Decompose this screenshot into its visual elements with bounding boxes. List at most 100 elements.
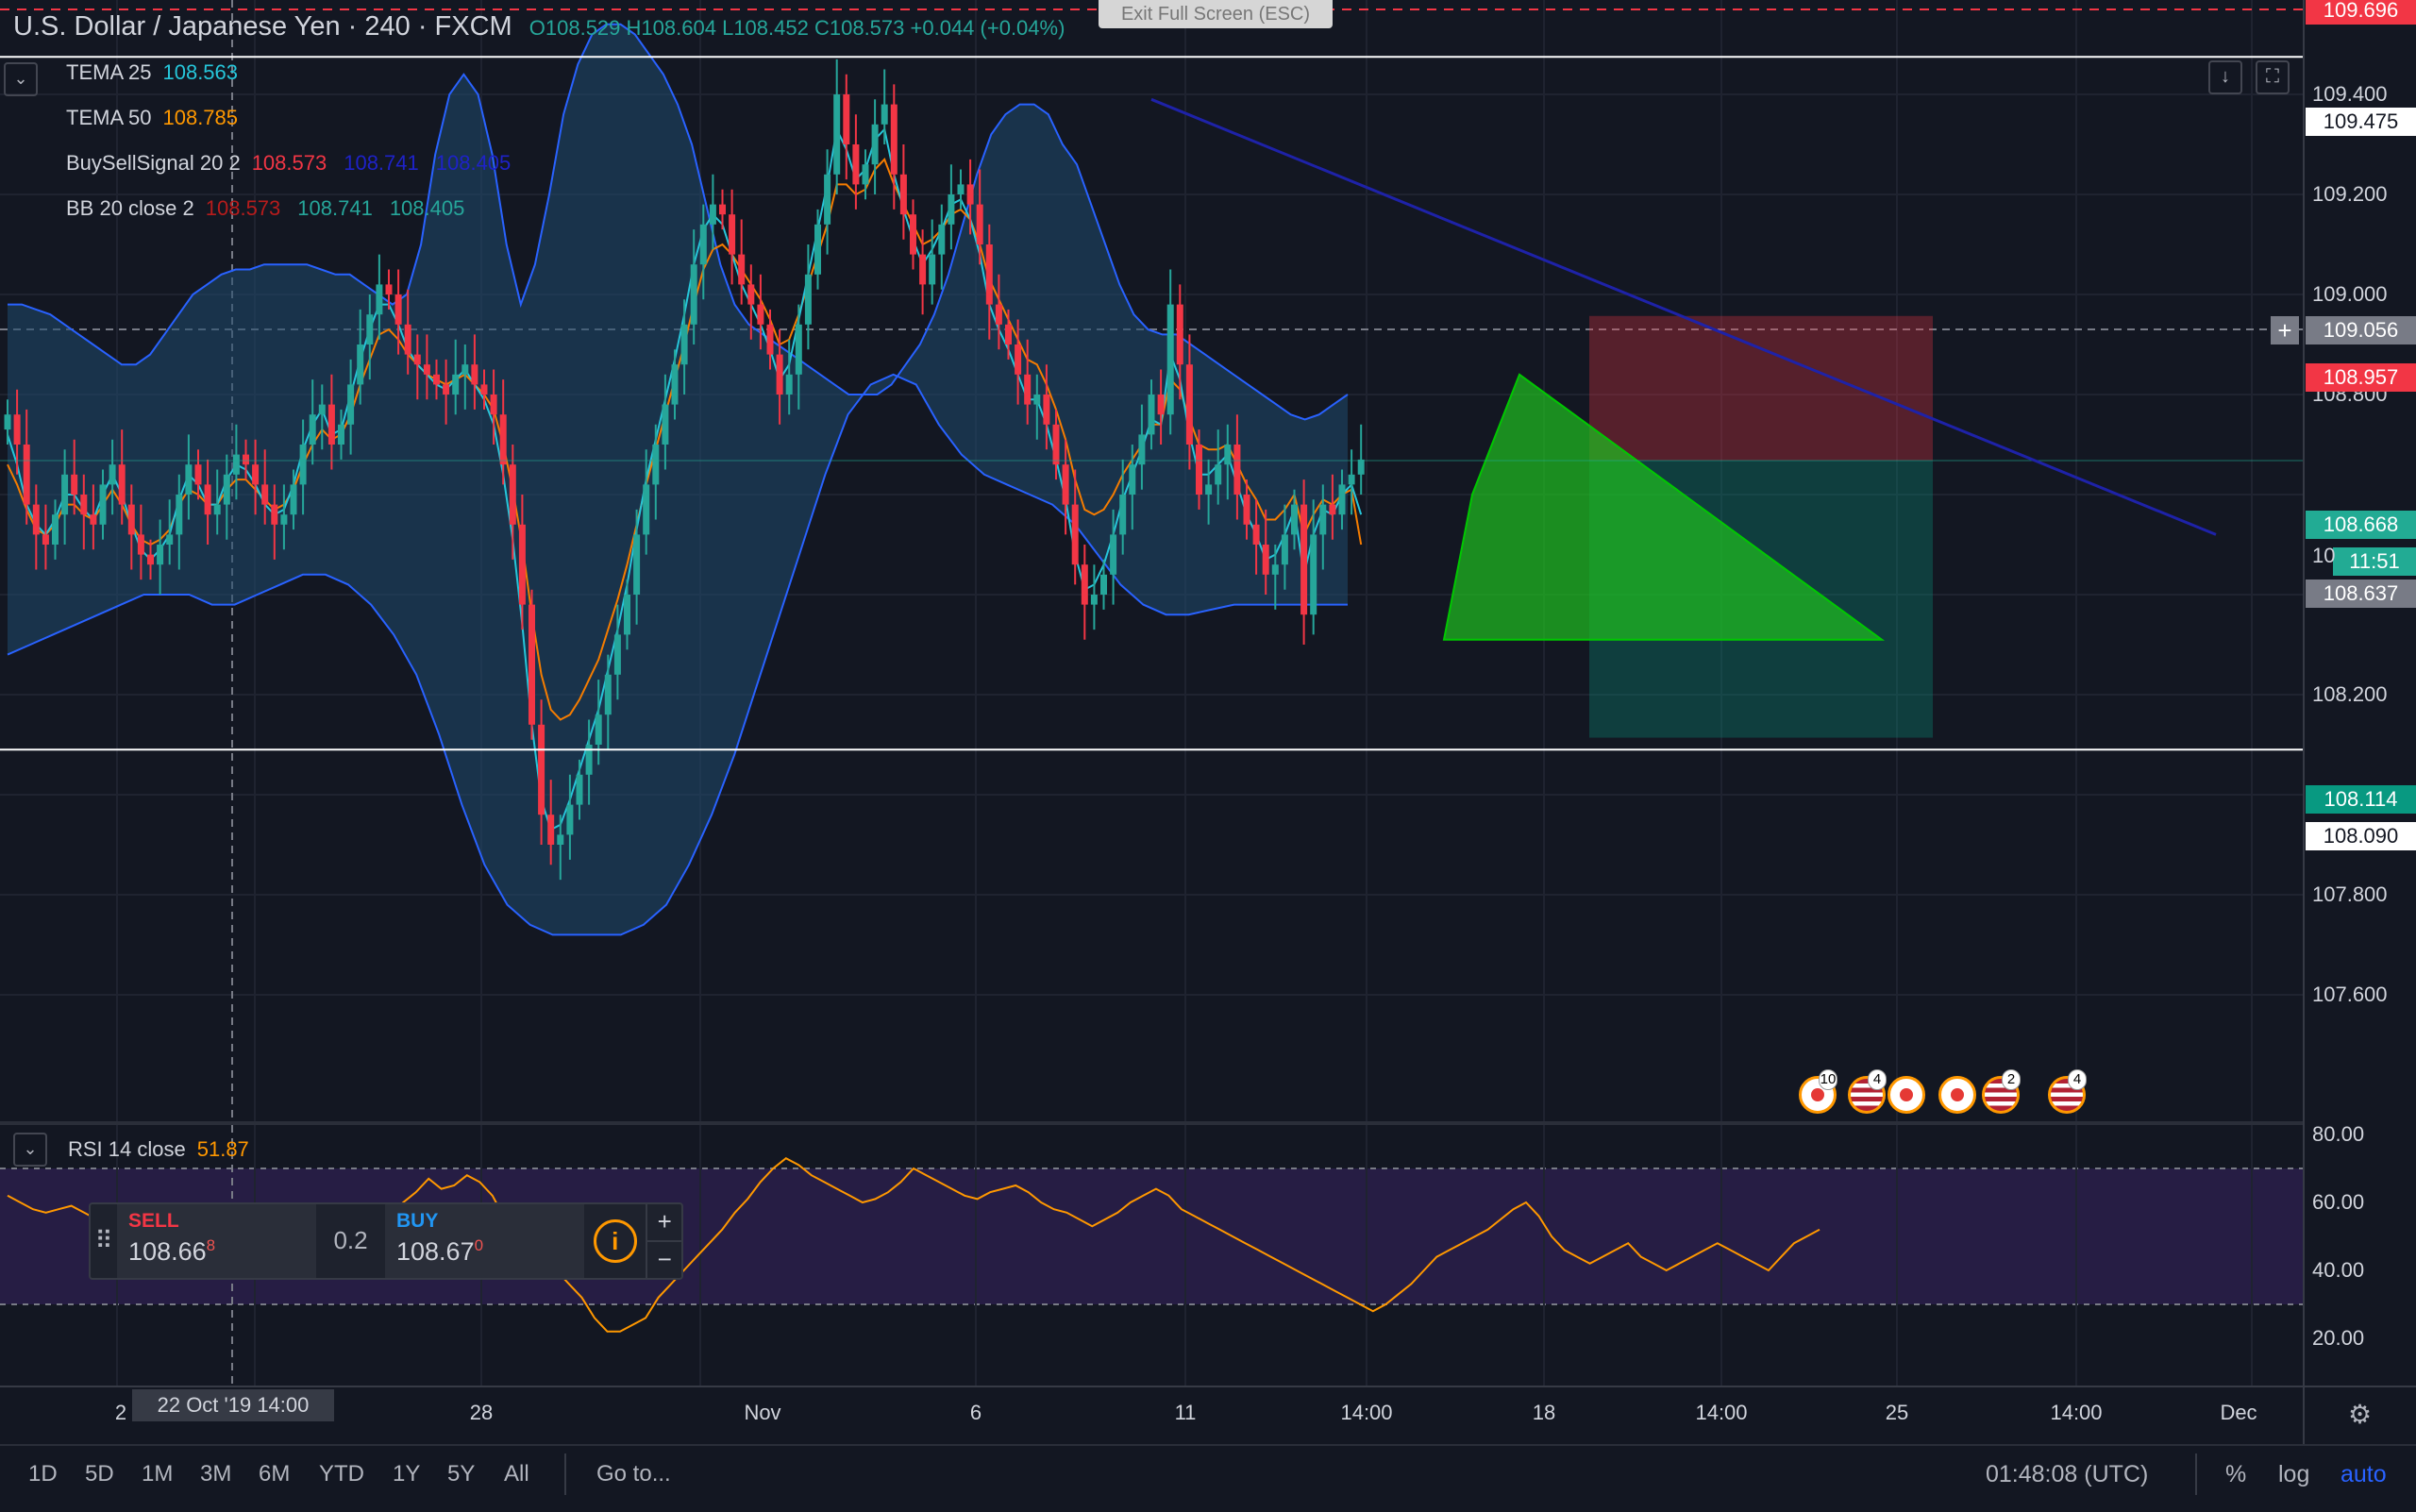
- candle-body: [423, 364, 430, 375]
- event-marker-us[interactable]: 4: [2048, 1069, 2087, 1114]
- toolbar-divider: [564, 1453, 566, 1495]
- drag-handle[interactable]: ⠿: [94, 1226, 113, 1254]
- candle-body: [795, 324, 802, 375]
- range-button-3m[interactable]: 3M: [200, 1461, 232, 1487]
- event-marker-jp[interactable]: [1938, 1076, 1976, 1114]
- rsi-tick: 20.00: [2312, 1326, 2365, 1350]
- candle-body: [1338, 484, 1346, 515]
- price-tick: 109.200: [2312, 182, 2388, 206]
- indicator-row[interactable]: BB 20 close 2 108.573 108.741 108.405: [13, 186, 1065, 231]
- legend-collapse-button[interactable]: ⌄: [4, 62, 38, 96]
- candle-body: [261, 484, 269, 505]
- candle-body: [881, 104, 888, 125]
- down-arrow-icon: ↓: [2221, 66, 2230, 87]
- info-button[interactable]: i: [584, 1204, 646, 1278]
- add-alert-button[interactable]: +: [2271, 316, 2299, 344]
- candle-body: [1357, 459, 1365, 475]
- percent-toggle[interactable]: %: [2225, 1461, 2247, 1487]
- candle-body: [394, 294, 402, 325]
- event-marker-us[interactable]: 4: [1848, 1069, 1887, 1114]
- candle-body: [176, 495, 183, 535]
- auto-toggle[interactable]: auto: [2340, 1461, 2387, 1487]
- candle-body: [1005, 324, 1012, 344]
- candle-body: [157, 545, 164, 565]
- candle-body: [633, 534, 641, 595]
- candle-body: [118, 464, 126, 505]
- goto-button[interactable]: Go to...: [596, 1461, 671, 1487]
- download-button[interactable]: ↓: [2208, 60, 2242, 94]
- time-tick: 28: [469, 1401, 494, 1424]
- buy-button[interactable]: BUY 108.670: [385, 1204, 585, 1278]
- time-tick: 14:00: [1340, 1401, 1393, 1424]
- candle-body: [690, 264, 697, 325]
- sell-button[interactable]: SELL 108.668: [117, 1204, 317, 1278]
- candle-body: [42, 534, 49, 545]
- event-marker-jp[interactable]: 10: [1799, 1069, 1837, 1114]
- rsi-tick: 60.00: [2312, 1190, 2365, 1214]
- price-axis-label: 109.475: [2306, 108, 2416, 136]
- quantity-stepper: + −: [646, 1204, 681, 1278]
- exit-fullscreen-tip[interactable]: Exit Full Screen (ESC): [1099, 0, 1333, 28]
- candle-body: [538, 724, 545, 815]
- candle-body: [232, 454, 240, 475]
- indicator-value: 108.741: [297, 196, 373, 220]
- rsi-collapse-button[interactable]: ⌄: [13, 1133, 47, 1167]
- candle-body: [280, 514, 288, 525]
- candle-body: [4, 414, 11, 430]
- symbol-header: U.S. Dollar / Japanese Yen · 240 · FXCM …: [13, 11, 1065, 42]
- price-axis[interactable]: [2303, 0, 2416, 1386]
- candle-body: [413, 354, 421, 365]
- range-button-5d[interactable]: 5D: [85, 1461, 114, 1487]
- price-chart[interactable]: [0, 0, 2303, 1121]
- toolbar-divider: [2195, 1453, 2197, 1495]
- candle-body: [1243, 495, 1250, 525]
- time-axis[interactable]: [0, 1386, 2303, 1444]
- indicator-value: 108.741: [344, 151, 419, 175]
- candle-body: [595, 714, 602, 745]
- minus-button[interactable]: −: [647, 1240, 681, 1278]
- candle-body: [80, 495, 88, 515]
- range-button-ytd[interactable]: YTD: [319, 1461, 364, 1487]
- triangle-pattern[interactable]: [1442, 373, 1886, 641]
- indicator-row[interactable]: BuySellSignal 20 2 108.573 108.741 108.405: [13, 141, 1065, 186]
- horizontal-lines[interactable]: [0, 56, 2303, 751]
- candle-body: [1185, 364, 1193, 445]
- candle-body: [547, 815, 555, 845]
- candle-body: [137, 534, 144, 555]
- event-marker-jp[interactable]: [1888, 1076, 1925, 1114]
- candle-body: [1090, 595, 1098, 605]
- candle-body: [919, 254, 927, 285]
- candle-body: [1224, 445, 1232, 465]
- candle-body: [166, 534, 174, 545]
- symbol-title[interactable]: U.S. Dollar / Japanese Yen · 240 · FXCM: [13, 11, 512, 42]
- candle-body: [1215, 464, 1222, 485]
- indicator-row[interactable]: TEMA 25 108.563: [13, 50, 1065, 95]
- pane-buttons: ↓ ⛶: [2208, 60, 2290, 94]
- axis-settings[interactable]: ⚙: [2303, 1386, 2416, 1444]
- range-button-5y[interactable]: 5Y: [447, 1461, 476, 1487]
- range-button-1y[interactable]: 1Y: [393, 1461, 421, 1487]
- candle-body: [652, 445, 660, 485]
- candle-body: [747, 284, 755, 305]
- candle-body: [966, 184, 974, 205]
- event-marker-us[interactable]: 2: [1982, 1069, 2021, 1114]
- range-button-1d[interactable]: 1D: [28, 1461, 58, 1487]
- chevron-down-icon: ⌄: [13, 69, 28, 88]
- indicator-value: 108.785: [162, 106, 239, 129]
- candle-body: [109, 464, 116, 485]
- candle-body: [699, 224, 707, 265]
- plus-button[interactable]: +: [657, 1207, 672, 1235]
- candle-body: [613, 634, 621, 675]
- pane-divider[interactable]: [0, 1121, 2303, 1125]
- range-button-all[interactable]: All: [504, 1461, 529, 1487]
- range-button-6m[interactable]: 6M: [259, 1461, 291, 1487]
- fullscreen-button[interactable]: ⛶: [2256, 60, 2290, 94]
- trendline[interactable]: [1150, 97, 2217, 536]
- indicator-row[interactable]: TEMA 50 108.785: [13, 95, 1065, 141]
- rsi-tick: 40.00: [2312, 1258, 2365, 1282]
- range-button-1m[interactable]: 1M: [142, 1461, 174, 1487]
- log-toggle[interactable]: log: [2278, 1461, 2310, 1487]
- clock[interactable]: 01:48:08 (UTC): [1986, 1461, 2149, 1487]
- price-axis-label: 108.637: [2306, 580, 2416, 608]
- candle-body: [127, 504, 135, 535]
